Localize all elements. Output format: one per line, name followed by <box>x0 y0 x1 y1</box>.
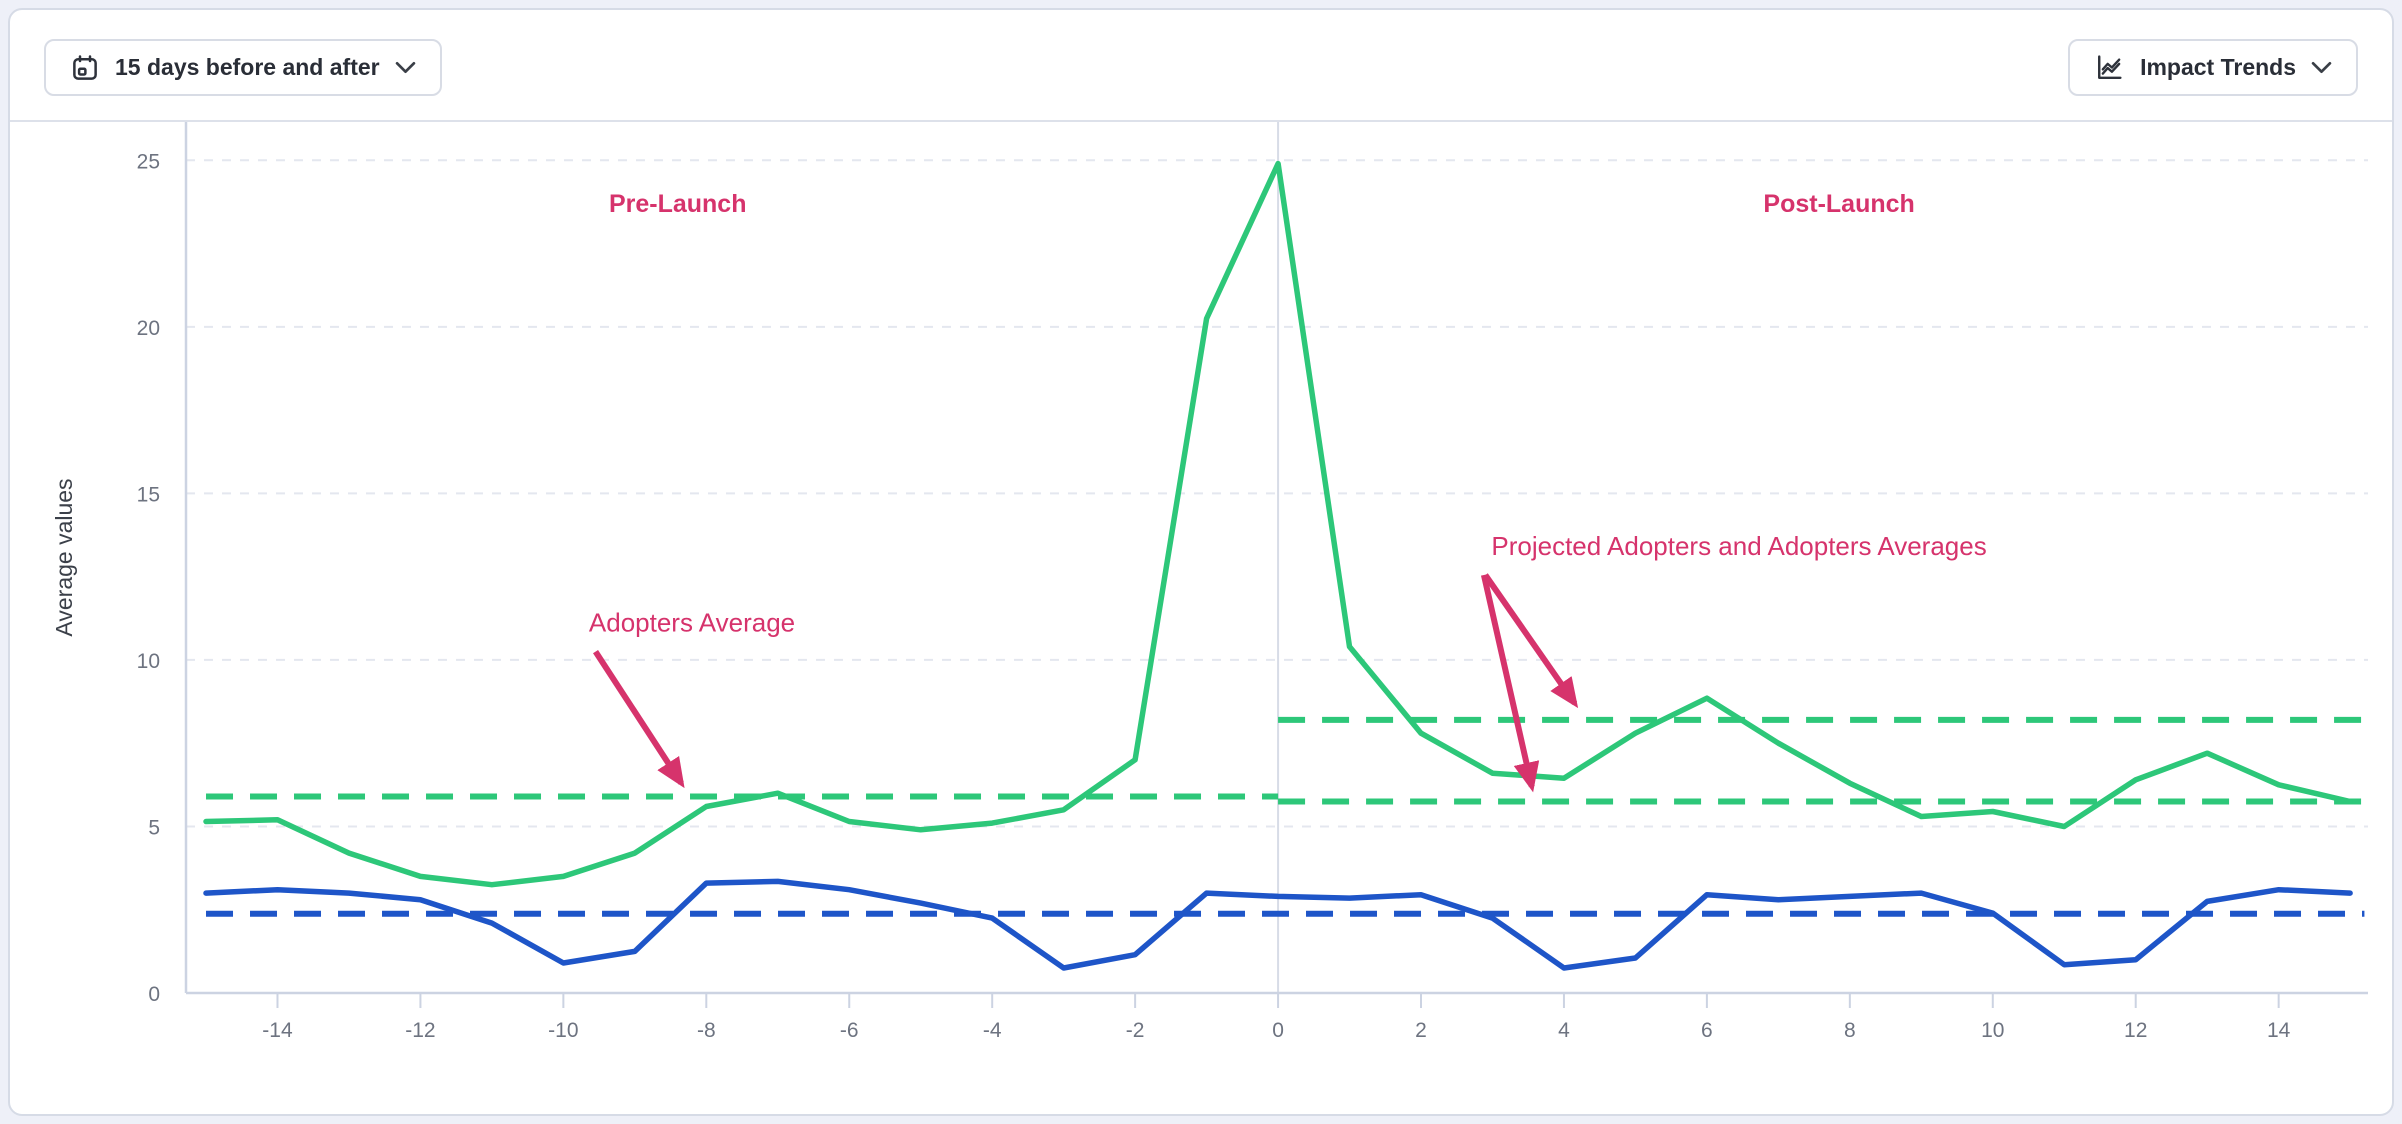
toolbar: 15 days before and after Impact Trends <box>10 10 2392 122</box>
chevron-down-icon <box>395 61 416 74</box>
impact-trends-button[interactable]: Impact Trends <box>2068 39 2358 96</box>
annotation-pre-launch: Pre-Launch <box>609 190 747 218</box>
y-tick-label-25: 25 <box>137 150 160 173</box>
annotation-arrow-projected-adopters-and-adopters-averages-2 <box>1480 574 1540 793</box>
series-line-adopters-green[interactable] <box>203 160 2353 888</box>
line-chart-icon <box>2094 53 2125 82</box>
annotation-adopters-average: Adopters Average <box>589 608 795 638</box>
impact-trends-label: Impact Trends <box>2140 54 2296 80</box>
x-tick-label--8: -8 <box>697 1019 716 1042</box>
annotation-post-launch: Post-Launch <box>1763 190 1914 218</box>
x-tick-label-10: 10 <box>1981 1019 2004 1042</box>
series-line-secondary-blue[interactable] <box>203 878 2353 971</box>
date-range-label: 15 days before and after <box>115 54 380 80</box>
calendar-icon <box>70 53 100 83</box>
x-tick-label-8: 8 <box>1844 1019 1856 1042</box>
annotation-arrow-adopters-average-1 <box>593 649 685 789</box>
chart-card: 15 days before and after Impact Trends <box>8 8 2394 1116</box>
x-tick-label-12: 12 <box>2124 1019 2147 1042</box>
y-tick-label-5: 5 <box>148 816 160 839</box>
y-tick-label-15: 15 <box>137 483 160 506</box>
x-tick-label-6: 6 <box>1701 1019 1713 1042</box>
x-tick-label--12: -12 <box>405 1019 435 1042</box>
x-tick-label-0: 0 <box>1272 1019 1284 1042</box>
x-tick-label-2: 2 <box>1415 1019 1427 1042</box>
x-tick-label-4: 4 <box>1558 1019 1570 1042</box>
y-axis-title: Average values <box>51 478 77 636</box>
x-tick-label--6: -6 <box>840 1019 859 1042</box>
x-tick-label--14: -14 <box>262 1019 293 1042</box>
chevron-down-icon <box>2311 61 2332 74</box>
x-tick-label--10: -10 <box>548 1019 578 1042</box>
y-tick-label-10: 10 <box>137 650 160 673</box>
y-tick-label-0: 0 <box>148 983 160 1006</box>
plot-area[interactable] <box>186 122 2368 993</box>
y-tick-label-20: 20 <box>137 317 160 340</box>
annotation-arrow-projected-adopters-and-adopters-averages-1 <box>1482 573 1579 709</box>
x-tick-label--2: -2 <box>1126 1019 1145 1042</box>
date-range-button[interactable]: 15 days before and after <box>44 39 442 96</box>
annotation-projected-adopters-and-adopters-averages: Projected Adopters and Adopters Averages <box>1491 531 1986 561</box>
x-tick-label-14: 14 <box>2267 1019 2291 1042</box>
x-tick-label--4: -4 <box>983 1019 1002 1042</box>
